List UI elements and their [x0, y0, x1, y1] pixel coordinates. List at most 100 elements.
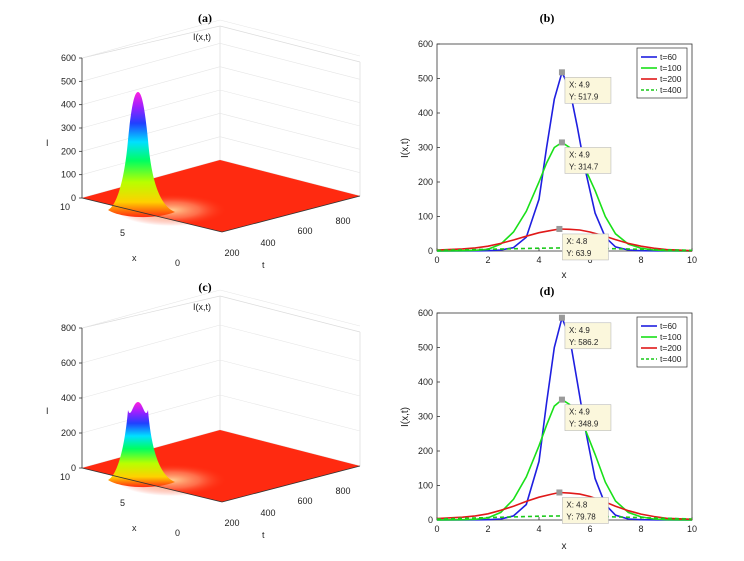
panel-label: (b) — [540, 11, 555, 25]
datatip-y: Y: 517.9 — [569, 92, 599, 101]
z-axis-label: I — [46, 138, 49, 148]
z-ticks: 0 200 400 600 800 — [61, 323, 82, 473]
y-tick-label: 200 — [418, 446, 433, 456]
z-tick-label: 400 — [61, 100, 76, 110]
t-tick: 200 — [224, 248, 239, 258]
datatip-box — [562, 497, 609, 524]
datatip-x: X: 4.8 — [566, 237, 587, 246]
datatip-box — [564, 147, 612, 174]
x-axis-label: x — [132, 523, 137, 533]
z-tick-label: 600 — [61, 358, 76, 368]
z-tick-label: 800 — [61, 323, 76, 333]
x-tick: 10 — [60, 472, 70, 482]
grid-line — [219, 66, 361, 103]
datatip-marker[interactable] — [558, 139, 565, 146]
x-tick: 5 — [120, 228, 125, 238]
z-tick-label: 600 — [61, 53, 76, 63]
grid-line — [219, 289, 361, 327]
datatip-x: X: 4.8 — [566, 500, 587, 509]
x-tick-label: 10 — [687, 524, 697, 534]
x-tick-label: 8 — [638, 255, 643, 265]
t-axis — [221, 465, 361, 503]
y-tick-label: 300 — [418, 143, 433, 153]
y-tick-label: 0 — [428, 246, 433, 256]
z-tick-label: 0 — [71, 193, 76, 203]
y-tick-label: 500 — [418, 74, 433, 84]
z-tick-label: 400 — [61, 393, 76, 403]
legend-label: t=100 — [660, 63, 682, 73]
datatip-box — [564, 404, 612, 431]
x-tick: 5 — [120, 498, 125, 508]
datatip-marker[interactable] — [558, 314, 565, 321]
datatip-x: X: 4.9 — [569, 408, 590, 417]
x-tick-label: 6 — [587, 524, 592, 534]
y-tick-label: 100 — [418, 212, 433, 222]
grid-line — [81, 324, 221, 364]
grid-line — [81, 113, 221, 152]
x-axis-label: x — [132, 253, 137, 263]
x-axis-label: x — [562, 541, 567, 552]
datatip-box — [562, 233, 609, 261]
grid-line — [81, 136, 221, 175]
grid-line — [81, 19, 221, 59]
x-tick-label: 4 — [536, 255, 541, 265]
surface-title: I(x,t) — [193, 32, 211, 42]
t-tick: 800 — [335, 216, 350, 226]
datatip-marker[interactable] — [556, 489, 563, 496]
x-tick-label: 0 — [434, 255, 439, 265]
back-top-edge — [219, 295, 361, 333]
y-tick-label: 100 — [418, 481, 433, 491]
series-line-t=200 — [436, 228, 693, 252]
datatip-y: Y: 79.78 — [566, 512, 596, 521]
datatip-y: Y: 314.7 — [569, 162, 599, 171]
grid-lines — [81, 19, 361, 199]
legend-label: t=60 — [660, 52, 677, 62]
datatip-x: X: 4.9 — [569, 150, 590, 159]
grid-line — [219, 136, 361, 173]
x-tick: 10 — [60, 202, 70, 212]
x-axis — [81, 197, 223, 233]
t-tick: 600 — [297, 226, 312, 236]
t-tick: 400 — [260, 508, 275, 518]
t-tick: 200 — [224, 518, 239, 528]
x-tick-label: 4 — [536, 524, 541, 534]
series-line-t=200 — [436, 491, 693, 521]
y-tick-label: 500 — [418, 343, 433, 353]
y-tick-label: 400 — [418, 108, 433, 118]
datatip-y: Y: 63.9 — [566, 249, 591, 258]
legend-label: t=400 — [660, 85, 682, 95]
grid-line — [219, 113, 361, 150]
x-tick-label: 8 — [638, 524, 643, 534]
x-tick: 0 — [175, 258, 180, 268]
datatip-box — [564, 322, 612, 350]
datatip-marker[interactable] — [558, 396, 565, 403]
datatip-marker[interactable] — [556, 225, 563, 232]
x-tick-label: 0 — [434, 524, 439, 534]
x-tick: 0 — [175, 528, 180, 538]
datatip-y: Y: 586.2 — [569, 338, 599, 347]
datatip-y: Y: 348.9 — [569, 420, 599, 429]
panel-label: (d) — [540, 284, 555, 298]
grid-line — [81, 89, 221, 129]
legend-label: t=60 — [660, 321, 677, 331]
legend-label: t=200 — [660, 74, 682, 84]
datatip-marker[interactable] — [558, 69, 565, 76]
y-axis-label: I(x,t) — [400, 407, 411, 427]
grid-line — [81, 359, 221, 399]
z-tick-label: 0 — [71, 463, 76, 473]
series-line-t=100 — [436, 398, 693, 521]
surface-title: I(x,t) — [193, 302, 211, 312]
y-tick-label: 600 — [418, 39, 433, 49]
panel-label: (c) — [198, 280, 211, 294]
grid-line — [219, 19, 361, 57]
z-tick-label: 500 — [61, 76, 76, 86]
grid-line — [81, 66, 221, 105]
legend-label: t=400 — [660, 354, 682, 364]
